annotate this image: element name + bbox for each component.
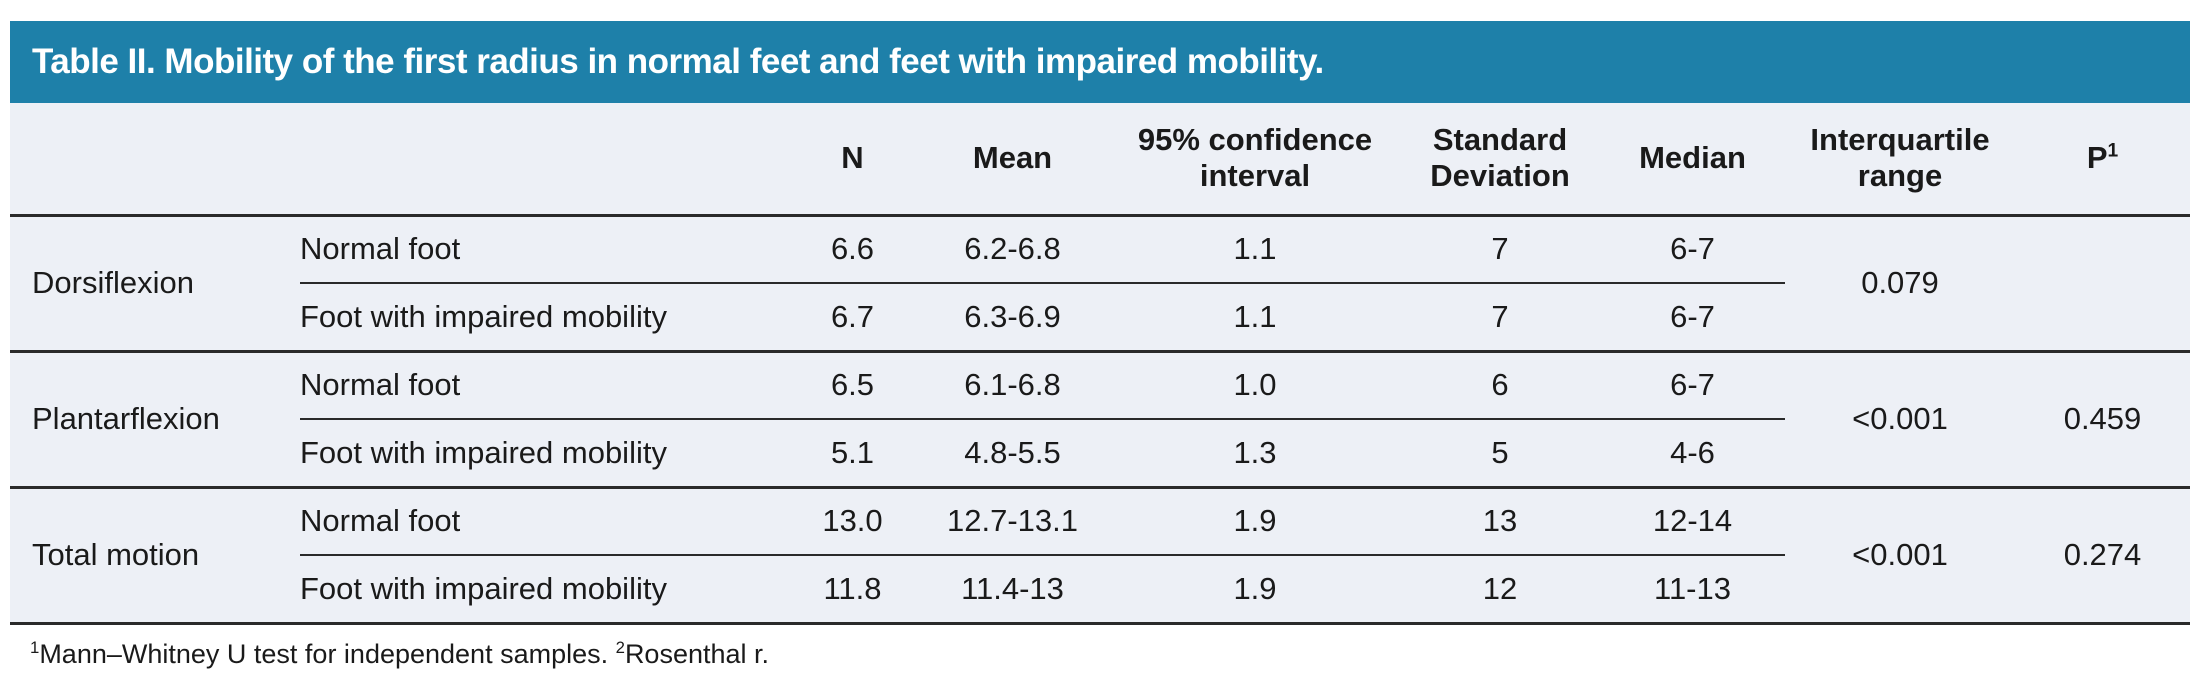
col-header-ci: 95% confidence interval (1137, 121, 1373, 194)
cell-n: 6.5 (790, 349, 915, 419)
table-row: Total motion Normal foot 13.0 12.7-13.1 … (10, 485, 2190, 623)
cell-n: 11.8 (790, 554, 915, 623)
table-title: Table II. Mobility of the first radius i… (32, 42, 1324, 81)
cell-iqr-span: 0.079 (1785, 213, 2015, 351)
table-title-bar: Table II. Mobility of the first radius i… (10, 21, 2190, 103)
col-header-median: Median (1639, 139, 1746, 175)
table-row: Dorsiflexion Normal foot 6.6 6.2-6.8 1.1… (10, 213, 2190, 351)
footnote-text-1: Mann–Whitney U test for independent samp… (39, 638, 616, 669)
cell-n: 5.1 (790, 418, 915, 487)
col-header-sd: Standard Deviation (1430, 121, 1570, 194)
p-superscript: 1 (2107, 140, 2119, 162)
col-header-iqr: Interquartile range (1810, 121, 1990, 194)
cell-mean: 6.3-6.9 (915, 282, 1110, 351)
col-header-mean: Mean (972, 139, 1053, 175)
col-header-p: P1 (2015, 103, 2190, 215)
condition-cell: Normal foot (300, 349, 790, 419)
cell-median: 6-7 (1600, 213, 1785, 283)
data-table: N Mean 95% confidence interval Standard … (10, 103, 2190, 625)
cell-mean: 11.4-13 (915, 554, 1110, 623)
col-header-group-spacer (10, 103, 300, 215)
cell-sd: 7 (1400, 282, 1600, 351)
cell-p-span: 0.459 (2015, 349, 2190, 487)
cell-mean: 12.7-13.1 (915, 485, 1110, 555)
cell-ci: 1.9 (1110, 554, 1400, 623)
footnote: 1Mann–Whitney U test for independent sam… (10, 639, 2190, 670)
cell-iqr-span: <0.001 (1785, 485, 2015, 623)
table-row: Foot with impaired mobility 5.1 4.8-5.5 … (10, 418, 2190, 487)
cell-median: 6-7 (1600, 282, 1785, 351)
footnote-superscript-1: 1 (30, 637, 40, 657)
col-header-condition-spacer (300, 103, 790, 215)
cell-sd: 5 (1400, 418, 1600, 487)
cell-p-span: 0.274 (2015, 485, 2190, 623)
cell-sd: 12 (1400, 554, 1600, 623)
footnote-superscript-2: 2 (615, 637, 625, 657)
condition-cell: Foot with impaired mobility (300, 282, 790, 351)
cell-ci: 1.1 (1110, 213, 1400, 283)
cell-median: 4-6 (1600, 418, 1785, 487)
condition-cell: Foot with impaired mobility (300, 554, 790, 623)
col-header-n: N (841, 139, 864, 175)
cell-ci: 1.0 (1110, 349, 1400, 419)
cell-mean: 6.1-6.8 (915, 349, 1110, 419)
cell-sd: 13 (1400, 485, 1600, 555)
cell-median: 11-13 (1600, 554, 1785, 623)
cell-mean: 6.2-6.8 (915, 213, 1110, 283)
group-label-plantarflexion: Plantarflexion (10, 349, 300, 487)
cell-n: 6.6 (790, 213, 915, 283)
cell-ci: 1.3 (1110, 418, 1400, 487)
table-row: Foot with impaired mobility 11.8 11.4-13… (10, 554, 2190, 623)
cell-ci: 1.9 (1110, 485, 1400, 555)
cell-sd: 7 (1400, 213, 1600, 283)
condition-cell: Normal foot (300, 485, 790, 555)
cell-sd: 6 (1400, 349, 1600, 419)
condition-cell: Normal foot (300, 213, 790, 283)
cell-mean: 4.8-5.5 (915, 418, 1110, 487)
group-label-total-motion: Total motion (10, 485, 300, 623)
cell-ci: 1.1 (1110, 282, 1400, 351)
group-label-dorsiflexion: Dorsiflexion (10, 213, 300, 351)
cell-median: 6-7 (1600, 349, 1785, 419)
cell-p-span (2015, 213, 2190, 351)
table-row: Foot with impaired mobility 6.7 6.3-6.9 … (10, 282, 2190, 351)
cell-median: 12-14 (1600, 485, 1785, 555)
condition-cell: Foot with impaired mobility (300, 418, 790, 487)
footnote-text-2: Rosenthal r. (624, 638, 770, 669)
cell-n: 6.7 (790, 282, 915, 351)
header-row: N Mean 95% confidence interval Standard … (10, 103, 2190, 215)
cell-n: 13.0 (790, 485, 915, 555)
p-label: P (2086, 139, 2108, 175)
table-row: Plantarflexion Normal foot 6.5 6.1-6.8 1… (10, 349, 2190, 487)
cell-iqr-span: <0.001 (1785, 349, 2015, 487)
